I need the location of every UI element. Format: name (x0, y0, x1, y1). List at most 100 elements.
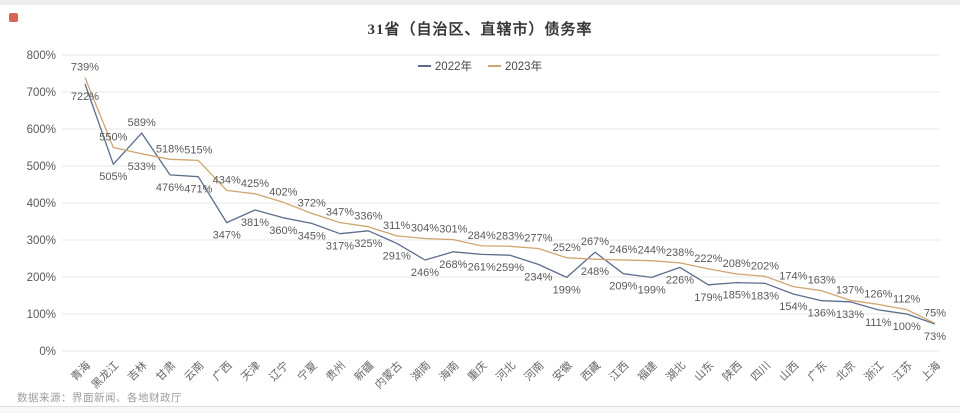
x-axis-category-label: 青海 (68, 358, 93, 383)
legend-label-2022: 2022年 (434, 61, 472, 73)
data-label: 209% (609, 281, 637, 293)
data-label: 208% (723, 258, 751, 270)
y-axis-tick-label: 0% (39, 346, 56, 358)
data-label: 183% (751, 290, 779, 302)
x-axis-category-label: 黑龙江 (89, 359, 122, 392)
data-label: 185% (723, 290, 751, 302)
data-label: 515% (184, 144, 212, 156)
x-axis-category-label: 内蒙古 (372, 358, 405, 391)
data-label: 226% (666, 274, 694, 286)
x-axis-category-label: 安徽 (549, 358, 574, 383)
x-axis-category-label: 云南 (182, 359, 207, 384)
data-label: 261% (468, 261, 496, 273)
data-label: 347% (213, 230, 241, 242)
legend-item-2023[interactable]: 2023年 (488, 58, 542, 74)
x-axis-category-label: 河南 (522, 359, 547, 384)
data-label: 133% (836, 309, 864, 321)
data-label: 311% (383, 220, 411, 232)
x-axis-category-label: 陕西 (719, 358, 744, 383)
y-axis-tick-label: 300% (27, 235, 56, 247)
data-label: 425% (241, 178, 269, 190)
data-label: 533% (128, 161, 156, 173)
data-label: 291% (383, 250, 411, 262)
data-label: 739% (71, 62, 99, 74)
data-label: 267% (581, 236, 609, 248)
data-label: 73% (924, 331, 946, 343)
x-axis-category-label: 吉林 (124, 358, 149, 383)
data-label: 246% (411, 267, 439, 279)
data-label: 317% (326, 241, 354, 253)
data-label: 238% (666, 247, 694, 259)
x-axis-category-label: 辽宁 (266, 358, 291, 383)
top-edge-strip (0, 0, 960, 5)
data-label: 163% (808, 275, 836, 287)
x-axis-category-label: 山西 (777, 359, 802, 384)
data-label: 259% (496, 262, 524, 274)
legend-item-2022[interactable]: 2022年 (417, 58, 472, 74)
data-label: 518% (156, 143, 184, 155)
data-label: 222% (694, 253, 722, 265)
data-label: 722% (71, 91, 99, 103)
data-label: 402% (269, 186, 297, 198)
data-label: 284% (468, 230, 496, 242)
data-label: 505% (99, 171, 127, 183)
data-label: 347% (326, 207, 354, 219)
x-axis-category-label: 北京 (833, 358, 858, 383)
data-label: 234% (524, 271, 552, 283)
data-label: 112% (893, 294, 921, 306)
data-label: 199% (553, 284, 581, 296)
data-label: 381% (241, 217, 269, 229)
x-axis-category-label: 浙江 (862, 359, 887, 384)
y-axis-tick-label: 600% (27, 124, 56, 136)
data-label: 100% (893, 321, 921, 333)
data-label: 550% (99, 132, 127, 144)
x-axis-category-label: 重庆 (464, 358, 489, 383)
x-axis-category-label: 山东 (692, 359, 717, 384)
x-axis-category-label: 贵州 (323, 359, 348, 384)
data-label: 199% (638, 284, 666, 296)
legend-dash-2022-icon (417, 65, 431, 67)
data-label: 75% (924, 307, 946, 319)
data-label: 248% (581, 266, 609, 278)
chart-legend: 2022年 2023年 (0, 58, 960, 74)
x-axis-category-label: 甘肃 (153, 359, 178, 384)
series-line-2022 (84, 83, 936, 325)
x-axis-category-label: 四川 (749, 360, 773, 384)
data-label: 372% (298, 197, 326, 209)
data-label: 476% (156, 182, 184, 194)
y-axis-tick-label: 700% (27, 87, 56, 99)
y-axis-tick-label: 800% (27, 50, 56, 62)
page-title: 31省（自治区、直辖市）债务率 (367, 22, 593, 38)
data-label: 174% (779, 271, 807, 283)
x-axis-category-label: 新疆 (351, 358, 376, 383)
data-label: 471% (184, 184, 212, 196)
data-label: 154% (779, 301, 807, 313)
x-axis-category-label: 湖北 (663, 359, 688, 384)
corner-mark-icon (9, 13, 18, 22)
data-label: 252% (553, 242, 581, 254)
data-label: 246% (609, 244, 637, 256)
data-label: 244% (638, 245, 666, 257)
x-axis-category-label: 海南 (436, 358, 461, 383)
bottom-divider (0, 406, 960, 407)
x-axis-category-label: 西藏 (578, 359, 603, 384)
x-axis-category-label: 江西 (607, 359, 632, 384)
data-label: 589% (128, 117, 156, 129)
data-label: 111% (865, 317, 892, 329)
data-label: 137% (836, 284, 864, 296)
data-label: 304% (411, 223, 439, 235)
data-label: 325% (354, 238, 382, 250)
data-label: 301% (439, 224, 467, 236)
data-label: 434% (213, 174, 241, 186)
x-axis-category-label: 宁夏 (294, 358, 319, 383)
x-axis-category-label: 湖南 (408, 359, 433, 384)
x-axis-category-label: 广西 (210, 359, 235, 384)
data-label: 268% (439, 259, 467, 271)
legend-label-2023: 2023年 (505, 61, 543, 73)
x-axis-category-label: 江苏 (890, 359, 915, 384)
data-label: 277% (524, 233, 552, 245)
y-axis-tick-label: 100% (27, 309, 56, 321)
y-axis-tick-label: 400% (27, 198, 56, 210)
y-axis-tick-label: 500% (27, 161, 56, 173)
